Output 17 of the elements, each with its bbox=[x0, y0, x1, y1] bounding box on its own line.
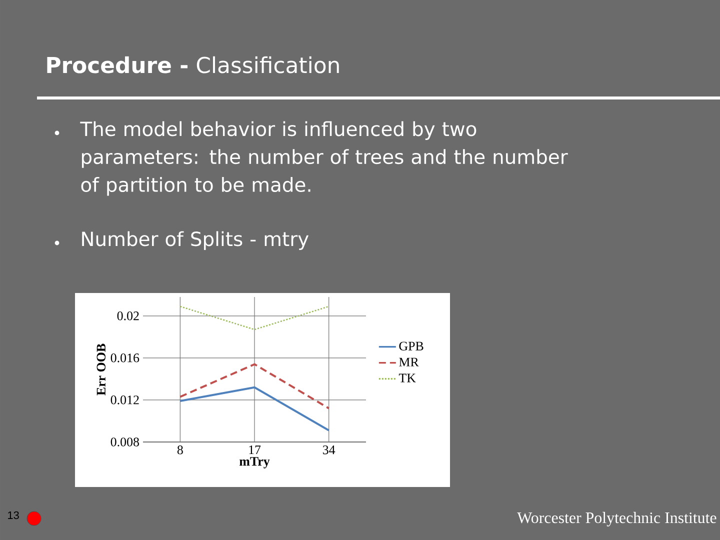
y-tick-label: 0.012 bbox=[110, 396, 139, 404]
y-tick-label: 0.008 bbox=[110, 438, 139, 446]
x-tick-label: 34 bbox=[322, 446, 336, 454]
text: The model behavior is influenced by two parameters: the number of trees and the number of partition to be made. bbox=[80, 121, 568, 196]
y-tick-label: 0.016 bbox=[110, 354, 140, 362]
text: Worcester Polytechnic Institute bbox=[517, 512, 716, 526]
legend-label: GPB bbox=[399, 342, 424, 350]
chart-title: Procedure - Classification bbox=[47, 56, 339, 74]
legend-label: MR bbox=[399, 358, 419, 366]
x-tick-label: 8 bbox=[177, 446, 183, 454]
text: Number of Splits - mtry bbox=[82, 231, 309, 250]
x-axis-title: mTry bbox=[240, 457, 270, 468]
text: 13 bbox=[8, 511, 19, 520]
y-tick-label: 0.02 bbox=[117, 312, 139, 320]
legend-label: TK bbox=[398, 374, 416, 382]
x-tick-label: 17 bbox=[249, 446, 261, 454]
y-axis-title: Err OOB bbox=[96, 344, 106, 396]
